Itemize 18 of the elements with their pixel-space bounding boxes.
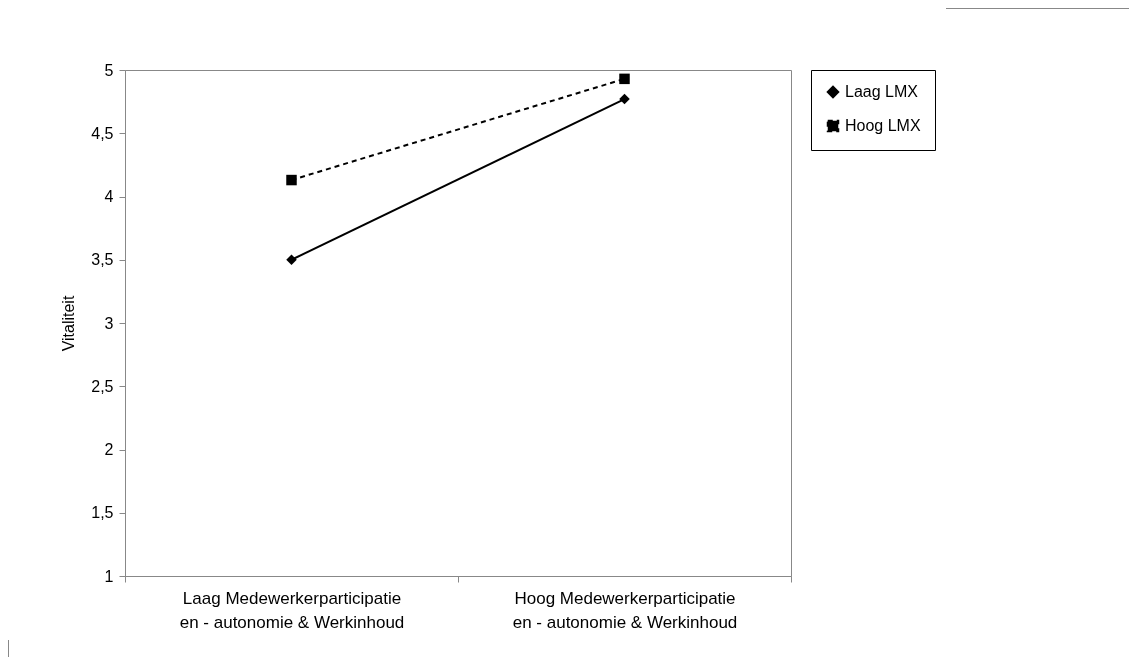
point bbox=[286, 174, 297, 186]
y-tick-label: 3,5 bbox=[91, 251, 114, 269]
y-tick-label: 4,5 bbox=[91, 124, 114, 142]
point bbox=[619, 73, 630, 85]
legend-label: Laag LMX bbox=[845, 83, 919, 100]
y-tick-label: 4 bbox=[104, 188, 114, 205]
y-tick-label: 2 bbox=[104, 441, 114, 458]
legend-label: Hoog LMX bbox=[845, 117, 921, 134]
y-axis-title: Vitaliteit bbox=[60, 295, 78, 352]
x-tick-label: Laag Medewerkerparticipatie en - autonomie & Werkinhoud bbox=[179, 588, 405, 632]
point bbox=[619, 93, 630, 105]
y-tick-label: 1 bbox=[104, 567, 114, 585]
y-tick-label: 3 bbox=[104, 314, 114, 332]
y-tick-label: 5 bbox=[104, 61, 114, 79]
x-tick-label: Hoog Medewerkerparticipatie en - autonomie & Werkinhoud bbox=[512, 588, 738, 632]
y-tick-label: 1,5 bbox=[91, 504, 114, 522]
y-tick-label: 2,5 bbox=[91, 377, 114, 395]
point bbox=[286, 254, 297, 265]
